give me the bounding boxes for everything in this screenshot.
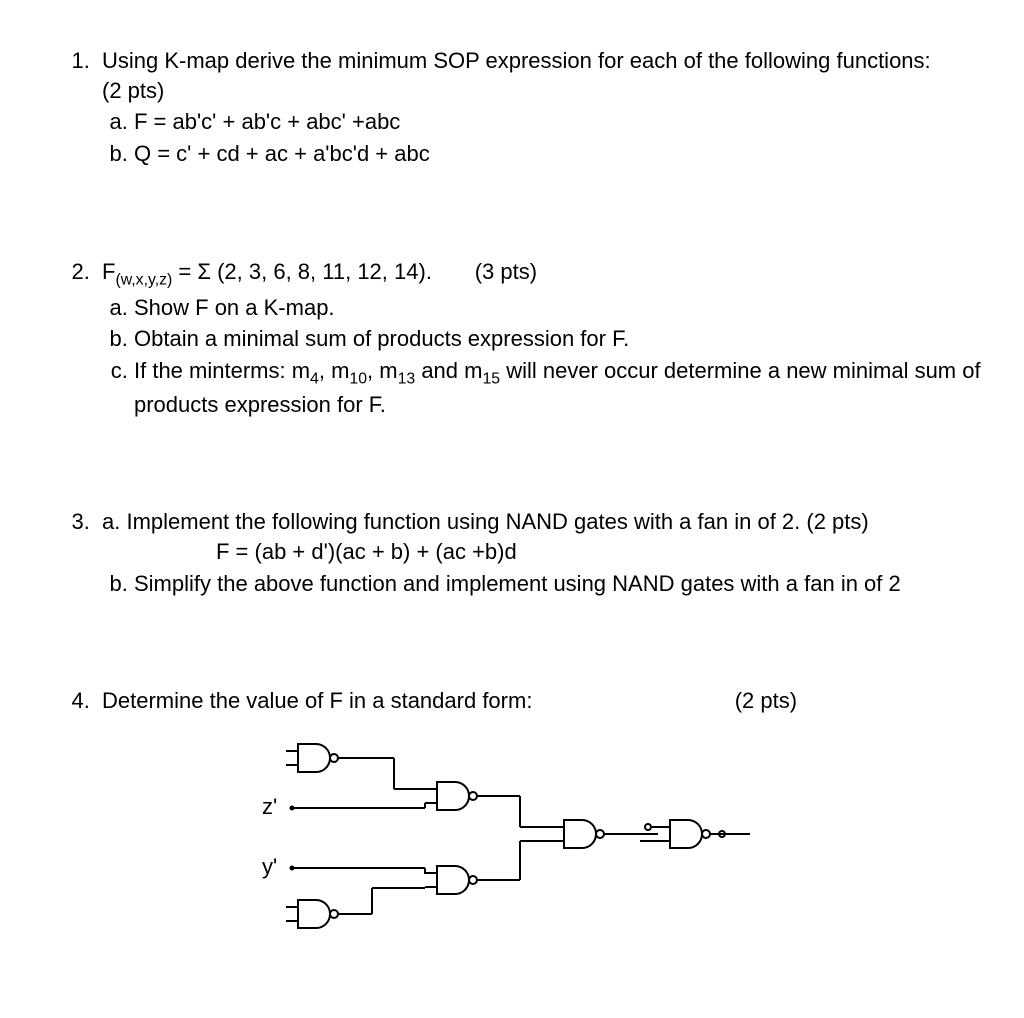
q2-c-s2: 10 [349,370,367,387]
nand-gate-icon [425,866,477,894]
q3-a: a. Implement the following function usin… [102,509,869,534]
nand-gate-icon [658,820,710,848]
q1-pts: (2 pts) [102,78,164,103]
q2-c-pre: If the minterms: m [134,358,310,383]
q3-parts: Simplify the above function and implemen… [102,569,996,599]
question-1: Using K-map derive the minimum SOP expre… [96,46,996,169]
q1-parts: F = ab'c' + ab'c + abc' +abc Q = c' + cd… [102,107,996,168]
circuit-svg: z' y' [262,738,782,938]
q3-equation: F = (ab + d')(ac + b) + (ac +b)d [216,537,996,567]
question-list: Using K-map derive the minimum SOP expre… [70,46,996,946]
q4-stem: Determine the value of F in a standard f… [102,688,532,713]
q2-c: If the minterms: m4, m10, m13 and m15 wi… [134,356,996,419]
q4-pts: (2 pts) [735,688,797,713]
nand-gate-icon [552,820,604,848]
q2-c-s3: 13 [398,370,416,387]
q2-a: Show F on a K-map. [134,293,996,323]
question-3: a. Implement the following function usin… [96,507,996,598]
question-4: Determine the value of F in a standard f… [96,686,996,945]
q2-c-s1: 4 [310,370,319,387]
q2-stem-mid: = Σ (2, 3, 6, 8, 11, 12, 14). [172,259,432,284]
q2-c-m4: and m [415,358,482,383]
q1-a: F = ab'c' + ab'c + abc' +abc [134,107,996,137]
q2-b: Obtain a minimal sum of products express… [134,324,996,354]
q1-b: Q = c' + cd + ac + a'bc'd + abc [134,139,996,169]
q2-pts: (3 pts) [475,259,537,284]
q2-c-s4: 15 [482,370,500,387]
q2-stem-prefix: F [102,259,115,284]
nand-gate-icon [286,900,338,928]
q1-stem: Using K-map derive the minimum SOP expre… [102,48,931,73]
logic-diagram: z' y' [262,738,996,946]
q3-b: Simplify the above function and implemen… [134,569,996,599]
q2-c-m2: , m [319,358,350,383]
nand-gate-icon [425,782,477,810]
label-z-prime: z' [262,794,277,819]
question-2: F(w,x,y,z) = Σ (2, 3, 6, 8, 11, 12, 14).… [96,257,996,420]
q2-c-m3: , m [367,358,398,383]
label-y-prime: y' [262,854,277,879]
q2-parts: Show F on a K-map. Obtain a minimal sum … [102,293,996,420]
q2-stem-sub: (w,x,y,z) [115,271,172,288]
nand-gate-icon [286,744,338,772]
